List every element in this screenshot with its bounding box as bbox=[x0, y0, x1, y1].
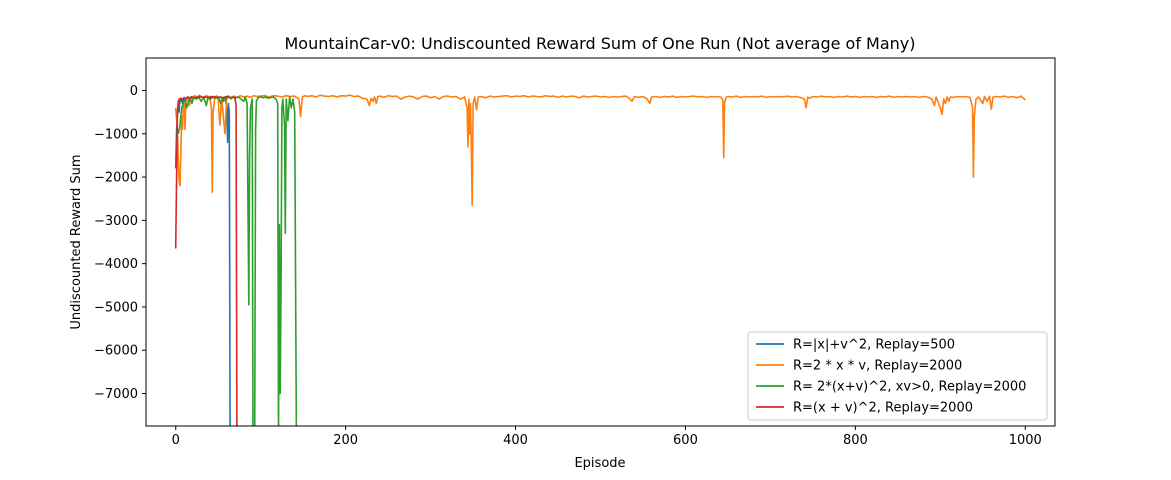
y-tick-label: −7000 bbox=[94, 387, 138, 402]
x-tick-label: 400 bbox=[503, 433, 528, 448]
legend-label-1: R=|x|+v^2, Replay=500 bbox=[793, 338, 955, 353]
y-tick-label: −2000 bbox=[94, 171, 138, 186]
y-tick-label: −4000 bbox=[94, 257, 138, 272]
x-tick-label: 1000 bbox=[1009, 433, 1042, 448]
series-line-4 bbox=[174, 95, 238, 426]
y-tick-label: −1000 bbox=[94, 127, 138, 142]
chart-title: MountainCar-v0: Undiscounted Reward Sum … bbox=[284, 34, 915, 53]
series-line-2 bbox=[174, 94, 1026, 206]
series-layer bbox=[174, 94, 1026, 426]
y-axis-label: Undiscounted Reward Sum bbox=[69, 154, 84, 329]
y-tick-label: −6000 bbox=[94, 344, 138, 359]
x-tick-label: 800 bbox=[843, 433, 868, 448]
legend: R=|x|+v^2, Replay=500 R=2 * x * v, Replay… bbox=[747, 331, 1048, 421]
x-tick-label: 200 bbox=[333, 433, 358, 448]
y-axis: 0 −1000 −2000 −3000 −4000 −5000 −6000 −7000 bbox=[94, 84, 146, 402]
legend-box bbox=[747, 331, 1048, 421]
x-axis-label: Episode bbox=[574, 456, 625, 471]
legend-label-4: R=(x + v)^2, Replay=2000 bbox=[793, 401, 973, 416]
y-tick-label: −5000 bbox=[94, 300, 138, 315]
y-tick-label: 0 bbox=[130, 84, 138, 99]
y-tick-label: −3000 bbox=[94, 214, 138, 229]
legend-label-3: R= 2*(x+v)^2, xv>0, Replay=2000 bbox=[793, 380, 1026, 395]
x-tick-label: 600 bbox=[673, 433, 698, 448]
plot-frame bbox=[145, 57, 1056, 427]
legend-label-2: R=2 * x * v, Replay=2000 bbox=[793, 359, 962, 374]
x-tick-label: 0 bbox=[172, 433, 180, 448]
x-axis: 0 200 400 600 800 1000 bbox=[172, 426, 1042, 448]
